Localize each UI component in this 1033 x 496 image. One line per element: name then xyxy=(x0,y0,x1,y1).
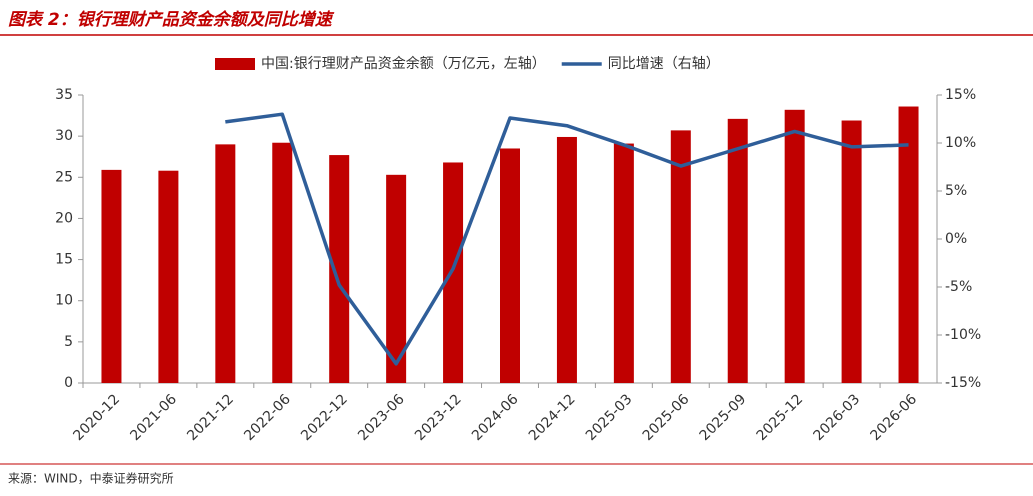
bar xyxy=(215,144,236,383)
y2-tick-label: 0% xyxy=(945,231,967,247)
x-tick-label: 2020-12 xyxy=(70,391,123,444)
legend-label: 同比增速（右轴） xyxy=(608,56,720,72)
y-tick-label: 25 xyxy=(55,169,73,185)
bar xyxy=(613,143,634,383)
x-tick-label: 2022-12 xyxy=(298,391,351,444)
chart-title: 图表 2：银行理财产品资金余额及同比增速 xyxy=(8,10,335,30)
bar xyxy=(727,118,748,383)
legend-swatch xyxy=(215,58,255,70)
x-tick-label: 2021-12 xyxy=(184,391,237,444)
x-tick-label: 2025-09 xyxy=(697,391,750,444)
y2-tick-label: 10% xyxy=(945,135,976,151)
y2-tick-label: -15% xyxy=(945,375,981,391)
legend-label: 中国:银行理财产品资金余额（万亿元，左轴） xyxy=(261,55,546,72)
bar xyxy=(841,120,862,383)
y-tick-label: 20 xyxy=(55,210,73,226)
x-tick-label: 2024-06 xyxy=(469,391,522,444)
bar xyxy=(329,155,350,383)
y-tick-label: 5 xyxy=(64,334,73,350)
bar xyxy=(898,106,919,384)
line xyxy=(225,112,909,366)
y-tick-label: 35 xyxy=(55,87,73,103)
y2-tick-label: 5% xyxy=(945,183,967,199)
x-tick-label: 2025-12 xyxy=(754,391,807,444)
y-tick-label: 10 xyxy=(55,293,73,309)
bar xyxy=(670,130,691,383)
bar xyxy=(784,109,805,383)
y2-tick-label: -5% xyxy=(945,279,972,295)
y2-tick-label: 15% xyxy=(945,87,976,103)
x-tick-label: 2023-12 xyxy=(412,391,465,444)
x-tick-label: 2026-03 xyxy=(811,391,864,444)
bar xyxy=(158,170,179,383)
bar xyxy=(272,142,293,383)
bar xyxy=(443,162,464,383)
x-tick-label: 2021-06 xyxy=(127,391,180,444)
bar xyxy=(101,169,122,383)
x-tick-label: 2025-06 xyxy=(640,391,693,444)
x-tick-label: 2025-03 xyxy=(583,391,636,444)
y2-tick-label: -10% xyxy=(945,327,981,343)
y-tick-label: 0 xyxy=(64,375,73,391)
bar xyxy=(500,148,520,383)
x-tick-label: 2024-12 xyxy=(526,391,579,444)
x-tick-label: 2022-06 xyxy=(241,391,294,444)
x-tick-label: 2023-06 xyxy=(355,391,408,444)
y-tick-label: 15 xyxy=(55,252,73,268)
source: 来源：WIND，中泰证券研究所 xyxy=(8,471,174,486)
x-tick-label: 2026-06 xyxy=(868,391,921,444)
y-tick-label: 30 xyxy=(55,128,73,144)
bar xyxy=(556,136,577,383)
bar xyxy=(386,174,407,383)
